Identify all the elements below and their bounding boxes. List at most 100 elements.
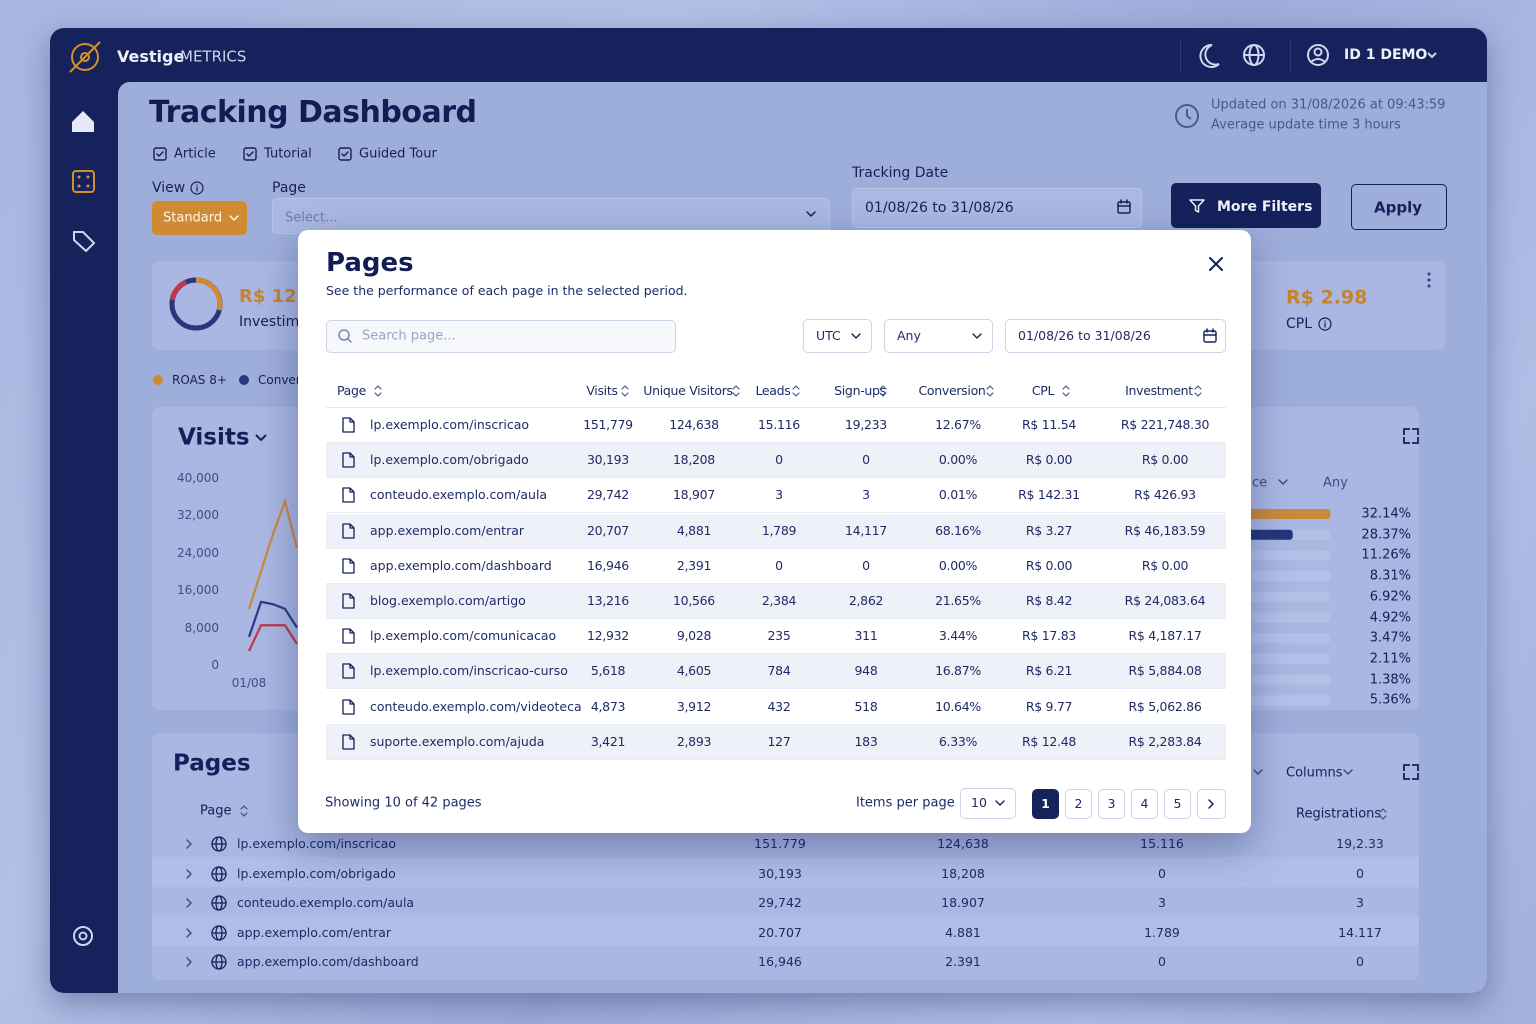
- page-placeholder[interactable]: Select...: [285, 210, 338, 226]
- file-icon: [342, 593, 355, 609]
- column-header[interactable]: Page: [200, 803, 232, 819]
- row-value: R$ 11.54: [1022, 416, 1076, 432]
- date-input[interactable]: [852, 188, 1142, 228]
- date-label: Tracking Date: [852, 165, 949, 181]
- apply-button[interactable]: [1351, 184, 1447, 230]
- kpi-label: CPL: [1286, 316, 1313, 332]
- column-header[interactable]: Page: [337, 382, 367, 398]
- row-value: 948: [854, 663, 878, 679]
- page-number[interactable]: 4: [1140, 795, 1149, 811]
- page-number[interactable]: 1: [1041, 795, 1050, 811]
- more-filters[interactable]: More Filters: [1217, 199, 1313, 215]
- row-value: 19,2.33: [1336, 835, 1384, 851]
- page-button[interactable]: [1164, 789, 1191, 819]
- row-value: R$ 0.00: [1141, 451, 1189, 467]
- column-header[interactable]: CPL: [1031, 382, 1055, 398]
- page-number[interactable]: 5: [1173, 795, 1182, 811]
- chevron: [255, 434, 267, 442]
- close-icon[interactable]: [1208, 256, 1224, 272]
- column-header[interactable]: Investment: [1125, 382, 1193, 398]
- row-url[interactable]: app.exemplo.com/dashboard: [370, 557, 552, 573]
- search-input[interactable]: [326, 320, 676, 353]
- row-url[interactable]: suporte.exemplo.com/ajuda: [370, 733, 545, 749]
- items-select[interactable]: [960, 788, 1016, 819]
- row-value: 13,216: [587, 592, 629, 608]
- page-button[interactable]: [1131, 789, 1158, 819]
- column-header[interactable]: Conversion: [918, 382, 986, 398]
- view-value[interactable]: Standard: [163, 210, 223, 226]
- column-header[interactable]: Registrations: [1296, 806, 1382, 822]
- row-value: 2,384: [761, 592, 797, 608]
- row-value: 9,028: [676, 627, 712, 643]
- chevron: [229, 215, 239, 221]
- next-button[interactable]: [1197, 789, 1226, 819]
- page-button[interactable]: [1065, 789, 1092, 819]
- row-url[interactable]: lp.exemplo.com/inscricao: [370, 416, 530, 432]
- page-button[interactable]: [1098, 789, 1125, 819]
- columns-button[interactable]: Columns: [1286, 765, 1343, 781]
- row-url[interactable]: lp.exemplo.com/inscricao-curso: [370, 663, 568, 679]
- row-url[interactable]: lp.exemplo.com/obrigado: [370, 451, 529, 467]
- source-value: 8.31%: [1369, 568, 1411, 584]
- page-number[interactable]: 2: [1074, 795, 1083, 811]
- sort-icon: [1379, 808, 1387, 820]
- filter-select[interactable]: [884, 319, 993, 353]
- row-url[interactable]: blog.exemplo.com/artigo: [370, 592, 526, 608]
- row-value: 235: [767, 627, 791, 643]
- row-divider: [326, 442, 1226, 443]
- expand-chevron: [186, 868, 192, 879]
- row-url[interactable]: conteudo.exemplo.com/aula: [370, 487, 548, 503]
- content-type[interactable]: Article: [174, 146, 216, 162]
- source-filter-value[interactable]: Any: [1323, 475, 1348, 491]
- row-value: 3: [1356, 894, 1364, 910]
- row-value: R$ 12.48: [1022, 733, 1076, 749]
- row-url[interactable]: conteudo.exemplo.com/videoteca: [370, 698, 582, 714]
- legend-item: ROAS 8+: [172, 373, 227, 387]
- column-header[interactable]: Leads: [755, 382, 791, 398]
- kpi-label: Investime: [239, 314, 308, 330]
- filter-value: Any: [897, 327, 921, 343]
- column-header[interactable]: Sign-ups: [834, 382, 886, 398]
- row-shade: [152, 916, 1419, 946]
- content-type[interactable]: Guided Tour: [359, 146, 437, 162]
- column-header[interactable]: Visits: [586, 382, 618, 398]
- row-value: 18,907: [673, 487, 715, 503]
- filter-select[interactable]: [803, 319, 872, 353]
- row-value: 3: [862, 487, 870, 503]
- expand-chevron: [186, 957, 192, 967]
- row-value: 30,193: [587, 451, 629, 467]
- row-value: R$ 0.00: [1025, 557, 1073, 573]
- row-value: 19,233: [845, 416, 887, 432]
- row-url[interactable]: lp.exemplo.com/comunicacao: [370, 627, 557, 643]
- row-value: 3: [1158, 894, 1166, 910]
- row-value: 311: [854, 627, 878, 643]
- row-value: R$ 8.42: [1025, 592, 1073, 608]
- row-url[interactable]: app.exemplo.com/entrar: [370, 522, 525, 538]
- row-value: 29,742: [587, 487, 629, 503]
- row-value: R$ 4,187.17: [1128, 627, 1202, 643]
- row-divider: [326, 477, 1226, 479]
- updated-text: Updated on 31/08/2026 at 09:43:59: [1211, 97, 1446, 113]
- filter-value: 01/08/26 to 31/08/26: [1018, 327, 1151, 343]
- column-header[interactable]: Unique Visitors: [643, 382, 733, 398]
- row-value: 2,391: [676, 557, 712, 573]
- content-type[interactable]: Tutorial: [264, 146, 312, 162]
- file-icon: [342, 558, 355, 574]
- y-tick-label: 32,000: [177, 508, 219, 523]
- row-value: 124,638: [937, 835, 989, 851]
- row-value: 0: [775, 451, 783, 467]
- page-button[interactable]: [1032, 789, 1059, 819]
- filter-select[interactable]: [1005, 319, 1226, 353]
- source-filter[interactable]: ce: [1252, 475, 1268, 491]
- section-title: Pages: [173, 750, 251, 777]
- apply[interactable]: Apply: [1373, 198, 1423, 217]
- source-value: 3.47%: [1369, 630, 1411, 646]
- source-value: 4.92%: [1369, 610, 1411, 625]
- page-number[interactable]: 3: [1107, 795, 1116, 811]
- sort-icon: [621, 385, 629, 397]
- row-divider: [326, 723, 1226, 725]
- row-value: R$ 0.00: [1025, 451, 1073, 467]
- date-value[interactable]: 01/08/26 to 31/08/26: [865, 200, 1014, 216]
- user-name[interactable]: ID 1 DEMO: [1344, 47, 1428, 63]
